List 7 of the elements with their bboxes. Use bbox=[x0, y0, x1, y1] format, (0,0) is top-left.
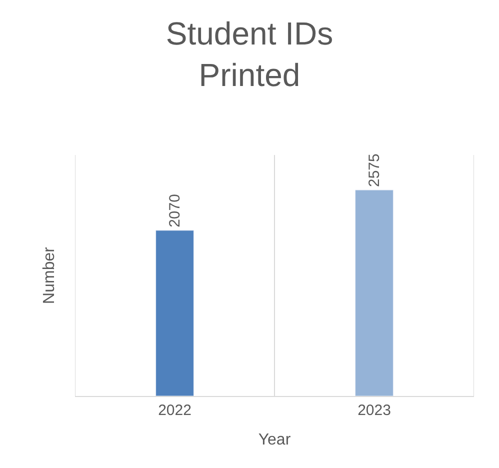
chart-title: Student IDs Printed bbox=[166, 15, 334, 94]
data-label: 2070 bbox=[166, 194, 184, 228]
x-axis-title: Year bbox=[258, 432, 292, 449]
data-label: 2575 bbox=[366, 154, 383, 188]
x-tick-label: 2022 bbox=[158, 402, 192, 419]
y-axis-title: Number bbox=[40, 246, 58, 304]
x-tick-label: 2023 bbox=[358, 402, 391, 419]
